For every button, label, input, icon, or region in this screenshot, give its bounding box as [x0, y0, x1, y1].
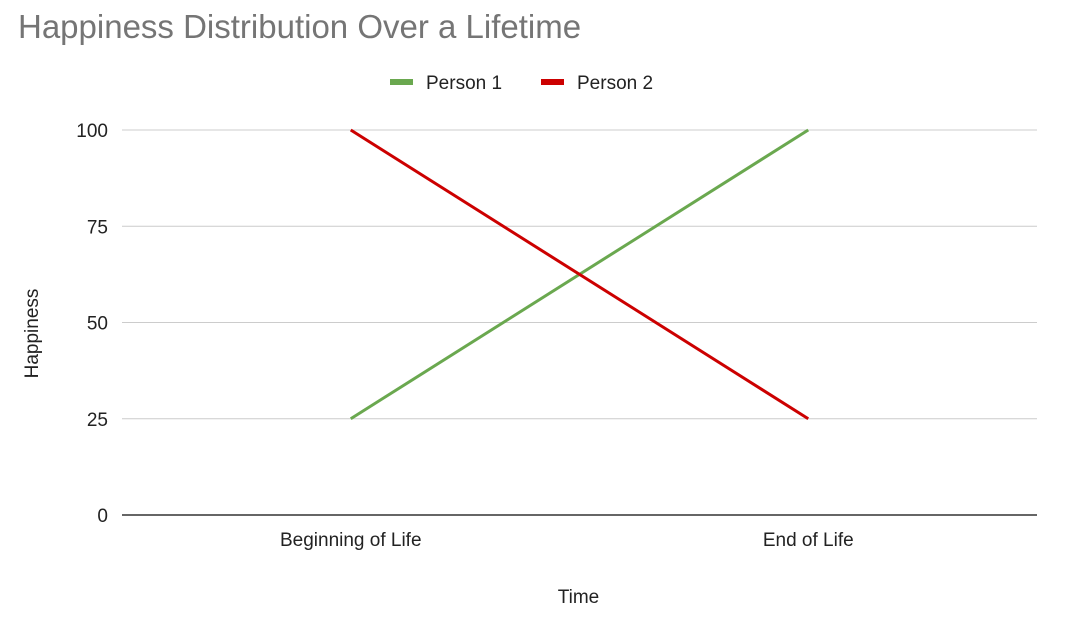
y-tick-labels: 0 25 50 75 100: [76, 121, 108, 527]
y-tick-label: 75: [87, 217, 108, 238]
y-tick-label: 50: [87, 314, 108, 335]
y-tick-label: 0: [97, 506, 108, 527]
legend-swatch-person-1: [390, 79, 413, 85]
y-tick-label: 100: [76, 121, 108, 142]
x-tick-label: Beginning of Life: [280, 530, 422, 551]
legend-swatch-person-2: [541, 79, 564, 85]
legend: Person 1 Person 2: [390, 73, 653, 94]
x-tick-label: End of Life: [763, 530, 854, 551]
x-tick-labels: Beginning of Life End of Life: [280, 530, 854, 551]
y-tick-label: 25: [87, 410, 108, 431]
chart-title: Happiness Distribution Over a Lifetime: [18, 8, 582, 45]
series-lines: [349, 128, 810, 421]
gridlines: [122, 129, 1037, 516]
y-axis-label: Happiness: [22, 289, 43, 379]
x-axis-label: Time: [558, 587, 600, 608]
legend-label-person-2: Person 2: [577, 73, 653, 94]
series-line-person-2: [349, 128, 810, 421]
legend-label-person-1: Person 1: [426, 73, 502, 94]
